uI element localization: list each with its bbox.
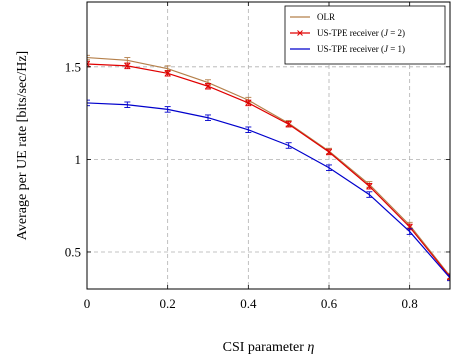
- grid: [87, 2, 450, 289]
- series-0: [87, 54, 450, 280]
- plot-frame: [86, 1, 451, 290]
- data-point-1-2: [164, 70, 171, 77]
- series-line-1: [87, 63, 450, 278]
- legend-item-1: US-TPE receiver (J = 2): [290, 28, 405, 38]
- series-line-2: [87, 102, 450, 279]
- legend-item-2: US-TPE receiver (J = 1): [290, 44, 405, 54]
- series-layer: [87, 54, 450, 282]
- x-axis-title: CSI parameter η: [223, 340, 315, 355]
- y-tick-label-0: 0.5: [65, 244, 81, 259]
- series-line-0: [87, 56, 450, 277]
- data-point-1-5: [285, 121, 292, 128]
- x-tick-label-3: 0.6: [321, 296, 338, 311]
- legend: OLR US-TPE receiver (J = 2) US-TPE receive…: [284, 5, 446, 65]
- series-1: [87, 60, 450, 281]
- series-2: [87, 99, 450, 282]
- data-point-1-3: [205, 83, 211, 90]
- legend-label-1: US-TPE receiver (J = 2): [317, 28, 405, 38]
- x-tick-label-0: 0: [84, 296, 91, 311]
- x-tick-label-1: 0.2: [160, 296, 176, 311]
- y-axis-title: Average per UE rate [bits/sec/Hz]: [15, 51, 30, 240]
- legend-item-0: OLR: [290, 12, 335, 22]
- legend-box: [284, 5, 446, 65]
- x-tick-label-2: 0.4: [240, 296, 257, 311]
- data-point-1-6: [326, 149, 332, 155]
- y-tick-label-2: 1.5: [65, 59, 81, 74]
- legend-label-2: US-TPE receiver (J = 1): [317, 44, 405, 54]
- ticks: 0 0.2 0.4 0.6 0.8 0.5 1 1.5: [65, 2, 450, 311]
- x-tick-label-4: 0.8: [402, 296, 418, 311]
- legend-label-0: OLR: [317, 12, 335, 22]
- data-point-1-4: [245, 100, 252, 106]
- data-point-1-1: [124, 63, 131, 69]
- y-tick-label-1: 1: [75, 152, 82, 167]
- data-point-1-0: [87, 61, 90, 67]
- data-point-1-7: [366, 183, 373, 190]
